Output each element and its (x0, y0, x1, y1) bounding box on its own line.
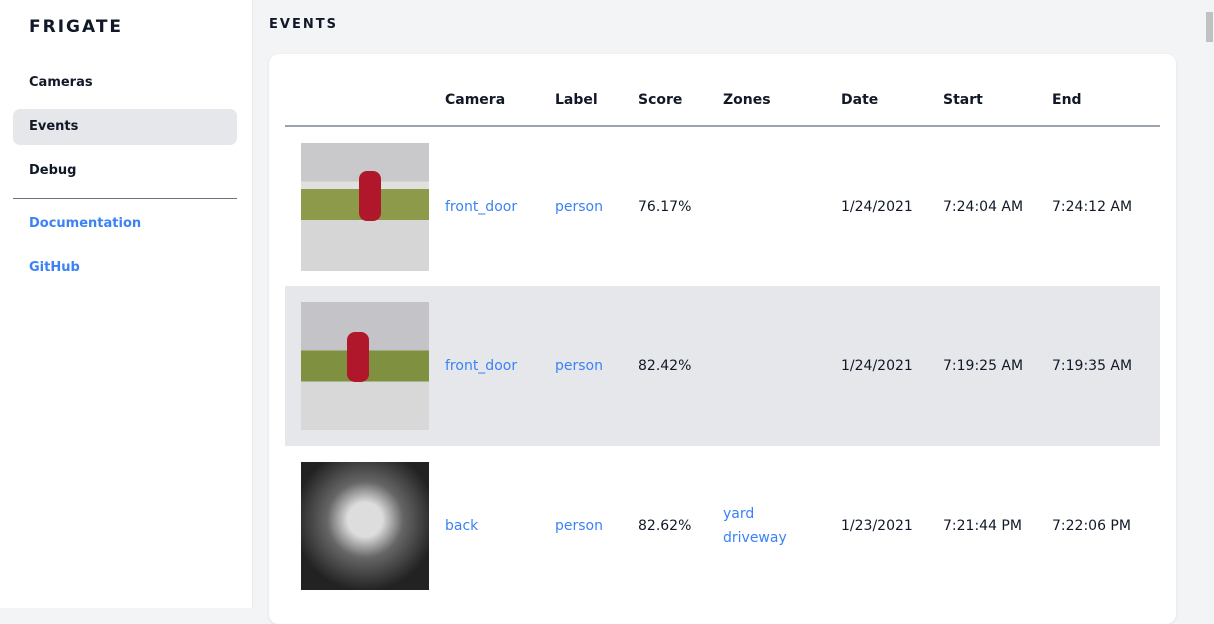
sidebar-link-github[interactable]: GitHub (29, 260, 80, 275)
header-zones: Zones (723, 74, 841, 127)
zones: yard driveway (723, 446, 841, 606)
camera-link[interactable]: front_door (445, 286, 555, 446)
camera-link[interactable]: back (445, 518, 479, 534)
zones (723, 126, 841, 286)
sidebar: FRIGATE Cameras Events Debug Documentati… (0, 0, 253, 608)
score: 76.17% (638, 198, 692, 215)
start-time: 7:24:04 AM (943, 198, 1024, 215)
header-start: Start (943, 74, 1052, 127)
divider (13, 198, 237, 199)
header-date: Date (841, 74, 943, 127)
logo: FRIGATE (29, 17, 124, 37)
header-score: Score (638, 74, 723, 127)
end-time: 7:19:35 AM (1052, 286, 1160, 446)
header-end: End (1052, 74, 1160, 127)
sidebar-item-cameras[interactable]: Cameras (29, 75, 93, 90)
header-camera: Camera (445, 74, 555, 127)
page-title: EVENTS (269, 17, 338, 32)
header-label: Label (555, 74, 638, 127)
sidebar-item-events[interactable]: Events (13, 109, 237, 145)
table-row[interactable]: front_door person 76.17% 1/24/2021 7:24:… (285, 126, 1160, 286)
score: 82.62% (638, 518, 692, 534)
sidebar-item-debug[interactable]: Debug (29, 163, 77, 178)
date: 1/24/2021 (841, 198, 913, 215)
camera-link[interactable]: front_door (445, 198, 518, 215)
date: 1/24/2021 (841, 286, 943, 446)
header-thumbnail (285, 74, 445, 127)
events-table: Camera Label Score Zones Date Start End … (285, 74, 1160, 606)
start-time: 7:19:25 AM (943, 286, 1052, 446)
label-link[interactable]: person (555, 518, 603, 534)
table-row[interactable]: front_door person 82.42% 1/24/2021 7:19:… (285, 286, 1160, 446)
event-thumbnail[interactable] (301, 142, 429, 271)
events-card: Camera Label Score Zones Date Start End … (269, 54, 1176, 624)
zone-link[interactable]: yard (723, 506, 755, 522)
scrollbar[interactable] (1206, 12, 1213, 42)
label-link[interactable]: person (555, 198, 603, 215)
end-time: 7:22:06 PM (1052, 518, 1131, 534)
zone-link[interactable]: driveway (723, 530, 787, 546)
label-link[interactable]: person (555, 286, 638, 446)
table-row[interactable]: back person 82.62% yard driveway 1/23/202… (285, 446, 1160, 606)
zones (723, 286, 841, 446)
start-time: 7:21:44 PM (943, 518, 1022, 534)
score: 82.42% (638, 286, 723, 446)
end-time: 7:24:12 AM (1052, 198, 1133, 215)
event-thumbnail[interactable] (301, 462, 429, 590)
date: 1/23/2021 (841, 518, 913, 534)
event-thumbnail[interactable] (301, 302, 429, 430)
sidebar-link-documentation[interactable]: Documentation (29, 216, 142, 231)
